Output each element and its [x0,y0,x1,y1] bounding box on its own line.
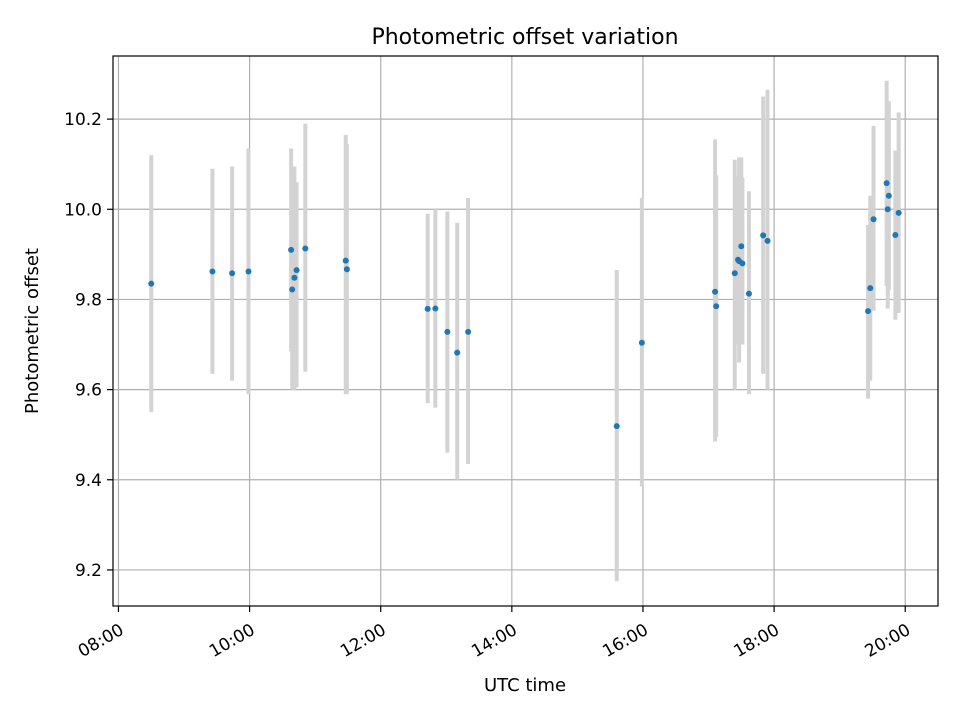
data-point [739,260,746,267]
y-tick-label: 9.2 [75,561,102,581]
x-axis-label: UTC time [484,675,566,696]
data-point [883,180,890,187]
data-point [892,231,899,238]
data-point [343,266,350,273]
data-point [432,305,439,312]
data-point [731,270,738,277]
x-tick-label: 16:00 [599,620,651,662]
axis-ticks: 08:00 10:00 12:00 14:00 16:00 18:00 20:00 9.2 9.… [64,110,914,662]
chart-title: Photometric offset variation [371,25,678,50]
error-bars [149,80,901,582]
data-point [713,303,720,310]
x-tick-label: 08:00 [75,620,127,662]
y-axis-label: Photometric offset [22,248,43,414]
y-tick-label: 9.4 [75,471,102,491]
data-point [209,268,216,275]
data-point [745,290,752,297]
x-tick-label: 18:00 [731,620,783,662]
data-point [867,285,874,292]
data-point [465,328,472,335]
data-point [884,206,891,213]
data-point [291,274,298,281]
data-point [895,209,902,216]
y-tick-label: 10.0 [64,200,102,220]
data-point [444,328,451,335]
data-point [885,192,892,199]
data-point [302,245,309,252]
data-point [638,339,645,346]
y-tick-label: 10.2 [64,110,102,130]
data-point [712,288,719,295]
x-tick-label: 10:00 [206,620,258,662]
grid [113,56,938,606]
data-point [148,280,155,287]
data-points [148,180,902,430]
data-point [342,257,349,264]
data-point [613,423,620,430]
data-point [764,237,771,244]
plot-area-frame [112,55,939,607]
data-point [289,286,296,293]
data-point [293,267,300,274]
x-tick-label: 14:00 [468,620,520,662]
data-point [454,349,461,356]
x-tick-label: 12:00 [337,620,389,662]
data-point [870,216,877,223]
y-tick-label: 9.6 [75,381,102,401]
data-point [288,246,295,253]
data-point [760,232,767,239]
data-point [865,308,872,315]
data-point [245,268,252,275]
data-point [229,270,236,277]
data-point [738,243,745,250]
data-point [424,305,431,312]
x-tick-label: 20:00 [862,620,914,662]
y-tick-label: 9.8 [75,290,102,310]
